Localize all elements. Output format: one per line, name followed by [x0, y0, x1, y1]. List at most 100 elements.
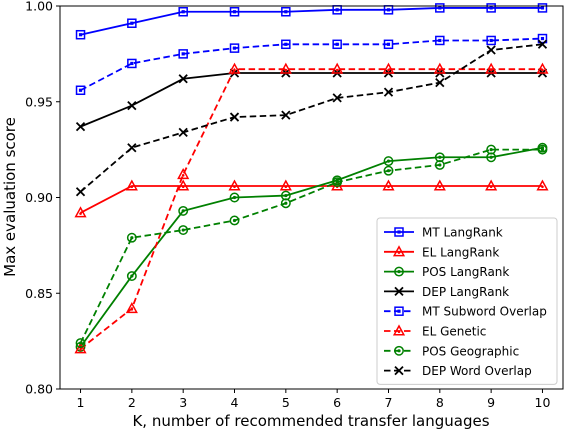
series-line	[80, 7, 543, 36]
series-mt-subword-overlap	[75, 33, 548, 96]
series-el-langrank	[74, 179, 549, 218]
legend-marker	[394, 266, 404, 277]
y-axis: 0.80 0.85 0.90 0.95 1.00	[25, 0, 60, 397]
data-point	[229, 112, 240, 122]
y-tick-label: 0.85	[25, 286, 53, 301]
x-tick-label: 3	[179, 395, 187, 410]
series-line	[80, 185, 543, 214]
series-mt-langrank	[75, 3, 548, 40]
data-point	[125, 302, 138, 314]
data-point	[126, 232, 137, 243]
data-point	[332, 177, 343, 188]
data-point	[229, 215, 240, 226]
series-line	[80, 37, 543, 92]
data-point	[178, 6, 188, 17]
legend-box	[376, 217, 558, 385]
series-line	[79, 148, 543, 344]
data-point	[332, 93, 342, 103]
data-point	[433, 179, 446, 191]
series-el-genetic	[74, 62, 549, 354]
data-point	[74, 342, 87, 354]
legend-label: POS Geographic	[422, 344, 519, 358]
data-point	[486, 35, 496, 46]
data-point	[75, 187, 86, 197]
legend-label: EL Genetic	[422, 325, 486, 339]
data-point	[229, 43, 240, 53]
legend-item: EL Genetic	[384, 324, 486, 339]
legend-marker	[394, 345, 404, 356]
legend-item: DEP Word Overlap	[384, 364, 532, 378]
legend: MT LangRank EL LangRank POS LangRank DEP La…	[376, 217, 558, 385]
x-axis-label: K, number of recommended transfer langua…	[132, 412, 489, 430]
data-point	[127, 100, 137, 111]
data-point	[125, 179, 138, 191]
plot-lines	[74, 3, 549, 354]
legend-item: MT Subword Overlap	[384, 305, 547, 319]
data-point	[178, 205, 189, 216]
x-tick-label: 9	[487, 395, 495, 410]
data-point	[536, 179, 549, 191]
data-point	[127, 18, 137, 28]
series-line	[79, 43, 543, 193]
data-point	[383, 156, 394, 167]
data-point	[486, 3, 496, 13]
data-point	[228, 179, 241, 191]
data-point	[435, 35, 445, 46]
x-tick-label: 1	[77, 395, 85, 410]
data-point	[74, 206, 87, 218]
y-tick-label: 0.80	[25, 382, 53, 397]
legend-label: DEP Word Overlap	[422, 364, 532, 378]
legend-item: DEP LangRank	[384, 285, 509, 299]
series-line	[79, 68, 543, 350]
data-point	[433, 62, 446, 74]
data-point	[75, 122, 86, 132]
data-point	[178, 225, 189, 236]
data-point	[281, 39, 291, 50]
data-point	[280, 198, 291, 209]
data-point	[75, 29, 86, 40]
x-tick-label: 4	[231, 395, 239, 410]
data-point	[383, 165, 394, 176]
x-tick-label: 7	[385, 395, 393, 410]
series-dep-word-overlap	[75, 39, 548, 197]
legend-marker	[394, 286, 404, 297]
data-point	[382, 62, 395, 74]
x-tick-label: 10	[535, 395, 551, 410]
data-point	[332, 39, 342, 50]
legend-item: POS Geographic	[384, 344, 519, 358]
data-point	[75, 85, 86, 96]
data-point	[537, 3, 548, 13]
data-point	[485, 179, 498, 191]
data-point	[229, 6, 240, 17]
data-point	[537, 33, 548, 44]
x-tick-label: 8	[436, 395, 444, 410]
data-point	[178, 49, 188, 59]
y-tick-label: 0.90	[25, 190, 53, 205]
data-point	[383, 39, 394, 50]
data-point	[281, 110, 291, 120]
series-pos-geographic	[75, 144, 548, 348]
legend-label: MT LangRank	[422, 226, 503, 240]
series-dep-langrank	[75, 68, 548, 132]
y-axis-label: Max evaluation score	[1, 117, 19, 277]
data-point	[434, 159, 445, 170]
data-point	[127, 58, 137, 69]
legend-item: MT LangRank	[384, 226, 503, 240]
data-point	[177, 167, 190, 180]
data-point	[178, 74, 188, 84]
data-point	[486, 144, 497, 155]
data-point	[281, 6, 291, 17]
y-tick-label: 1.00	[25, 0, 53, 14]
legend-label: POS LangRank	[422, 265, 509, 279]
legend-label: DEP LangRank	[422, 285, 509, 299]
data-point	[177, 179, 190, 191]
data-point	[536, 62, 549, 74]
data-point	[537, 39, 548, 49]
legend-marker	[394, 306, 404, 316]
legend-marker	[394, 227, 404, 237]
data-point	[485, 62, 498, 74]
series-line	[80, 72, 543, 128]
legend-label: EL LangRank	[422, 245, 499, 259]
x-tick-label: 5	[282, 395, 290, 410]
x-tick-label: 6	[333, 395, 341, 410]
